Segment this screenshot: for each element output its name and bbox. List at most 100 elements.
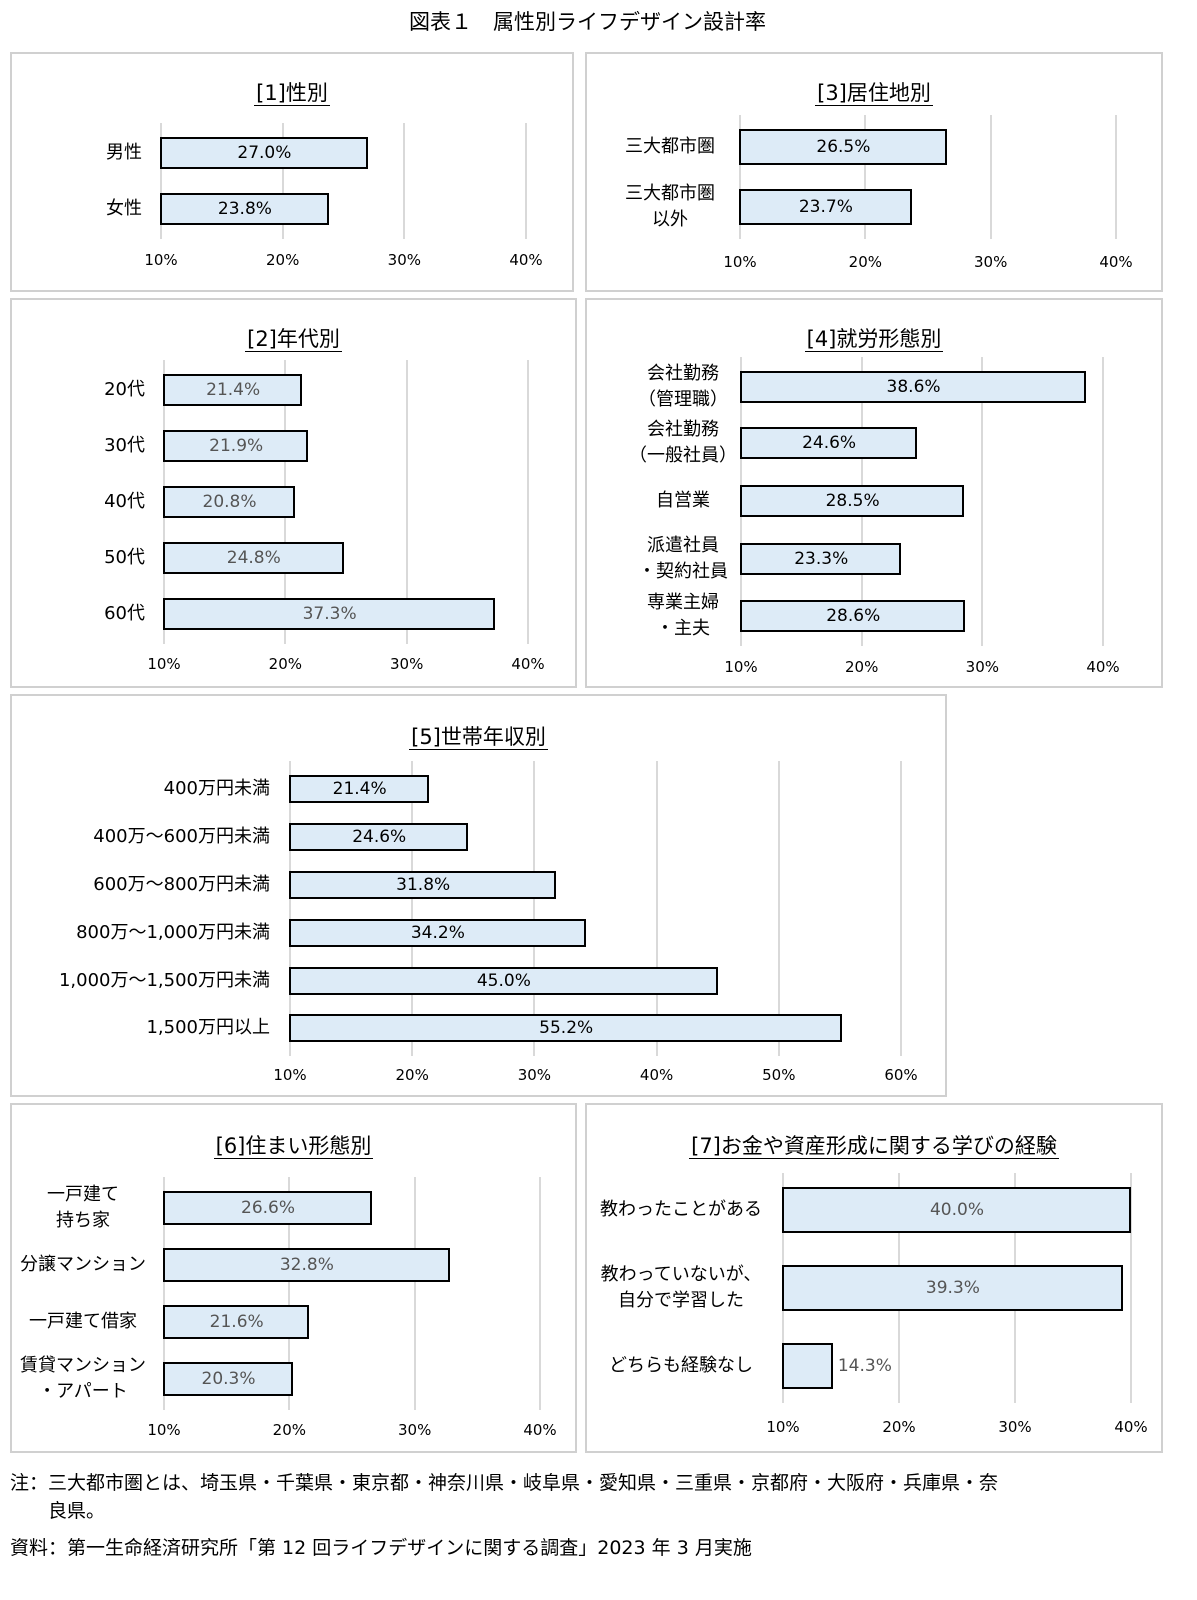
data-label: 34.2% — [410, 923, 465, 943]
data-label: 37.3% — [302, 604, 357, 624]
bar — [782, 1343, 833, 1389]
x-tick-label: 20% — [265, 251, 300, 269]
x-tick-label: 10% — [766, 1418, 800, 1436]
bar — [160, 193, 329, 225]
chart-title-text: [4]就労形態別 — [804, 327, 944, 352]
x-tick-label: 20% — [848, 253, 882, 271]
category-label: 30代 — [104, 435, 145, 456]
category-label: 専業主婦 ・主夫 — [647, 592, 719, 639]
x-tick-label: 40% — [523, 1421, 557, 1439]
x-tick-label: 10% — [144, 251, 178, 269]
gridline — [1102, 357, 1104, 646]
chart-title: [4]就労形態別 — [587, 323, 1161, 353]
chart-title: [3]居住地別 — [587, 77, 1161, 107]
gridline — [411, 761, 414, 1056]
data-label: 39.3% — [925, 1278, 980, 1298]
category-label: 賃貸マンション ・アパート — [20, 1355, 146, 1402]
bar — [740, 427, 918, 459]
bar — [163, 1362, 294, 1396]
gridline — [163, 1177, 165, 1410]
x-tick-label: 30% — [517, 1066, 552, 1084]
category-label: 1,000万～1,500万円未満 — [58, 970, 270, 991]
bar — [289, 967, 718, 995]
data-label: 14.3% — [837, 1356, 892, 1376]
data-label: 26.5% — [816, 137, 871, 157]
category-label: 自営業 — [656, 490, 710, 511]
gridline — [777, 761, 780, 1056]
category-label: 60代 — [104, 603, 145, 624]
gridline — [281, 123, 284, 239]
bar — [782, 1265, 1123, 1311]
category-label: 800万～1,000万円未満 — [76, 922, 270, 943]
category-label: 会社勤務 （一般社員） — [629, 419, 737, 466]
x-tick-label: 30% — [389, 655, 424, 673]
gridline — [864, 115, 867, 239]
gridline — [288, 1177, 291, 1410]
bar — [163, 598, 496, 630]
bar — [163, 542, 344, 574]
gridline — [525, 123, 527, 239]
chart-title-text: [7]お金や資産形成に関する学びの経験 — [689, 1134, 1059, 1159]
chart-title: [2]年代別 — [12, 323, 575, 353]
category-label: 20代 — [104, 379, 145, 400]
x-tick-label: 20% — [272, 1421, 306, 1439]
chart-title-text: [3]居住地別 — [815, 81, 933, 106]
x-tick-label: 10% — [273, 1066, 307, 1084]
gridline — [527, 360, 529, 644]
note-text: 注：三大都市圏とは、埼玉県・千葉県・東京都・神奈川県・岐阜県・愛知県・三重県・京… — [10, 1472, 999, 1522]
gridline — [289, 761, 291, 1056]
data-label: 24.6% — [352, 827, 407, 847]
bar — [740, 543, 902, 575]
bar — [163, 1248, 450, 1282]
bar — [739, 189, 912, 225]
gridline — [413, 1177, 416, 1410]
bar — [782, 1187, 1131, 1233]
category-label: 会社勤務 （管理職） — [638, 363, 728, 410]
category-label: 一戸建て 持ち家 — [47, 1184, 119, 1231]
gridline — [989, 115, 992, 239]
x-tick-label: 30% — [965, 658, 999, 676]
bar — [740, 485, 965, 517]
x-tick-label: 40% — [1086, 658, 1120, 676]
chart-title: [1]性別 — [12, 77, 572, 107]
data-label: 23.7% — [798, 197, 853, 217]
category-label: 600万～800万円未満 — [93, 874, 270, 895]
x-tick-label: 30% — [973, 253, 1008, 271]
bar — [163, 486, 296, 518]
bar — [163, 1191, 373, 1225]
x-tick-label: 60% — [884, 1066, 918, 1084]
x-tick-label: 40% — [509, 251, 543, 269]
chart-title-text: [5]世帯年収別 — [409, 725, 548, 750]
x-tick-label: 20% — [882, 1418, 916, 1436]
gridline — [403, 123, 406, 239]
gridline — [900, 761, 902, 1056]
data-label: 32.8% — [279, 1255, 334, 1275]
x-tick-label: 30% — [998, 1418, 1032, 1436]
category-label: 三大都市圏 — [625, 136, 715, 157]
category-label: 40代 — [104, 491, 145, 512]
category-label: 教わったことがある — [600, 1199, 762, 1220]
category-label: 1,500万円以上 — [146, 1017, 270, 1038]
data-label: 20.8% — [202, 492, 257, 512]
x-tick-label: 20% — [844, 658, 879, 676]
category-label: 女性 — [106, 198, 142, 219]
category-label: 400万円未満 — [163, 778, 270, 799]
x-tick-label: 40% — [1099, 253, 1133, 271]
x-tick-label: 10% — [147, 1421, 181, 1439]
data-label: 27.0% — [237, 143, 292, 163]
data-label: 20.3% — [201, 1369, 256, 1389]
x-tick-label: 30% — [387, 251, 421, 269]
x-tick-label: 40% — [639, 1066, 674, 1084]
data-label: 21.9% — [209, 436, 264, 456]
bar — [163, 374, 303, 406]
gridline — [1115, 115, 1117, 239]
data-label: 26.6% — [241, 1198, 296, 1218]
category-label: 一戸建て借家 — [29, 1311, 137, 1332]
data-label: 23.8% — [217, 199, 272, 219]
data-label: 28.6% — [826, 606, 881, 626]
chart-panel: [3]居住地別 — [585, 52, 1163, 292]
chart-title-text: [2]年代別 — [245, 327, 342, 352]
gridline — [739, 115, 741, 239]
category-label: 分譲マンション — [20, 1254, 146, 1275]
bar — [739, 129, 947, 165]
